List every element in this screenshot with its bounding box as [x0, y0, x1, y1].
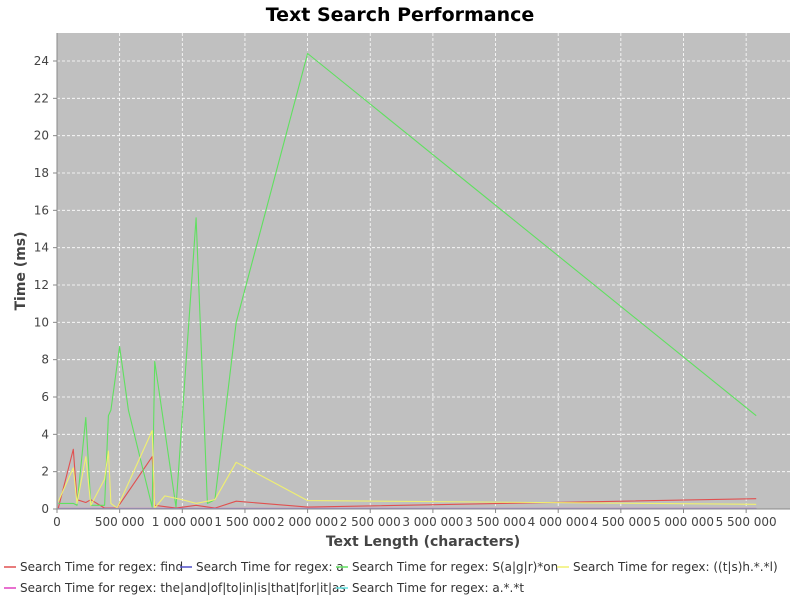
y-tick-label: 0	[41, 502, 49, 516]
y-tick-label: 12	[34, 278, 49, 292]
legend-item-label: Search Time for regex: S(a|g|r)*on	[352, 560, 558, 574]
legend: Search Time for regex: find Search Time f…	[4, 560, 778, 595]
x-tick-label: 5 500 000	[716, 515, 777, 529]
y-tick-label: 16	[34, 203, 49, 217]
chart-title: Text Search Performance	[266, 4, 535, 26]
x-tick-label: 1 500 000	[214, 515, 275, 529]
y-tick-label: 4	[41, 427, 49, 441]
series-line-1	[57, 448, 757, 509]
x-tick-label: 3 500 000	[465, 515, 526, 529]
x-axis-ticks: 0 500 000 1 000 000 1 500 000 2 000 000 2 500…	[53, 509, 777, 529]
legend-item-label: Search Time for regex: a.*.*t	[352, 581, 524, 595]
y-tick-label: 22	[34, 91, 49, 105]
legend-item-label: Search Time for regex: ((t|s)h.*.*l)	[573, 560, 778, 574]
y-tick-label: 6	[41, 390, 49, 404]
x-tick-label: 4 500 000	[590, 515, 651, 529]
y-tick-label: 14	[34, 241, 49, 255]
y-tick-label: 10	[34, 315, 49, 329]
legend-item-label: Search Time for regex: the|and|of|to|in|…	[20, 581, 346, 595]
x-tick-label: 2 500 000	[340, 515, 401, 529]
y-tick-label: 2	[41, 465, 49, 479]
y-tick-label: 18	[34, 166, 49, 180]
plot-area	[57, 33, 790, 509]
y-tick-label: 8	[41, 353, 49, 367]
y-tick-label: 20	[34, 129, 49, 143]
y-axis-label: Time (ms)	[13, 231, 29, 310]
legend-item-label: Search Time for regex: find	[20, 560, 183, 574]
x-tick-label: 4 000 000	[528, 515, 589, 529]
x-axis-label: Text Length (characters)	[326, 534, 520, 550]
legend-item-label: Search Time for regex: a	[196, 560, 344, 574]
y-tick-label: 24	[34, 54, 49, 68]
x-tick-label: 500 000	[95, 515, 145, 529]
series-line-4	[57, 430, 757, 509]
x-tick-label: 5 000 000	[653, 515, 714, 529]
x-tick-label: 2 000 000	[277, 515, 338, 529]
x-tick-label: 1 000 000	[152, 515, 213, 529]
x-tick-label: 3 000 000	[402, 515, 463, 529]
x-tick-label: 0	[53, 515, 61, 529]
grid-lines	[57, 33, 790, 509]
